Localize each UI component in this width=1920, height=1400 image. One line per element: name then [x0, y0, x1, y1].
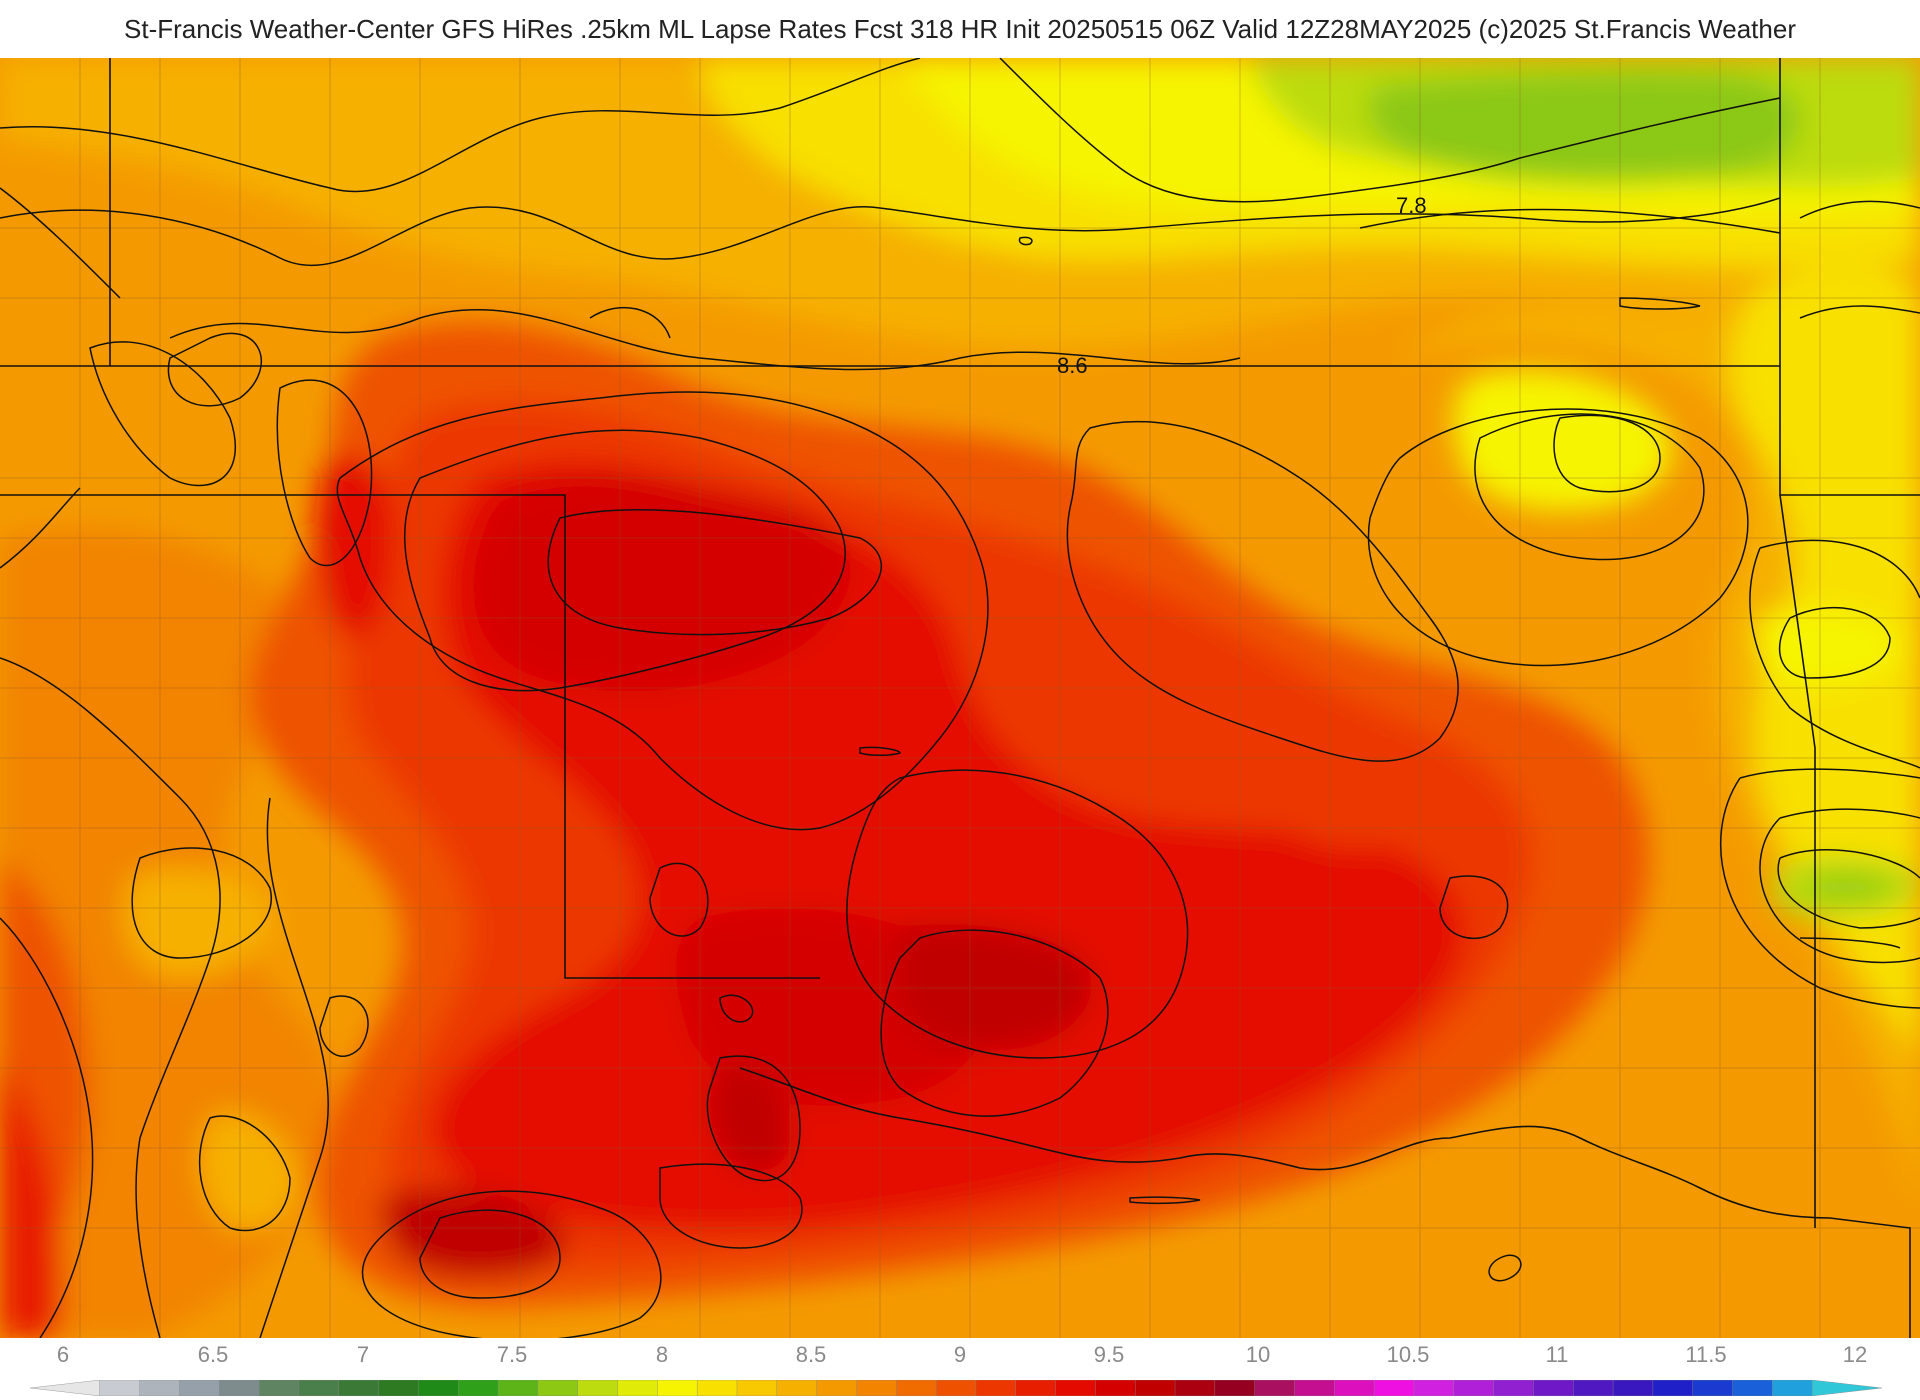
color-swatch [99, 1380, 141, 1396]
color-swatch [378, 1380, 420, 1396]
legend-tick: 11.5 [1685, 1342, 1727, 1367]
legend-tick: 11 [1545, 1342, 1569, 1367]
color-swatch [1174, 1380, 1216, 1396]
legend-tick: 7.5 [496, 1342, 528, 1367]
color-swatch [1373, 1380, 1415, 1396]
color-swatch [856, 1380, 898, 1396]
color-swatch [617, 1380, 659, 1396]
color-swatch [1294, 1380, 1336, 1396]
lapse-rate-map: 7.8 8.6 [0, 58, 1920, 1338]
color-swatch [1612, 1380, 1654, 1396]
color-swatch [736, 1380, 778, 1396]
legend-tick: 6 [56, 1342, 70, 1367]
color-swatch [1811, 1380, 1882, 1396]
legend-tick: 7 [356, 1342, 370, 1367]
legend-tick: 9 [953, 1342, 967, 1367]
color-swatch [1015, 1380, 1057, 1396]
color-swatch [1732, 1380, 1774, 1396]
legend-tick: 9.5 [1093, 1342, 1125, 1367]
map-title: St-Francis Weather-Center GFS HiRes .25k… [124, 13, 1796, 44]
color-swatch [935, 1380, 977, 1396]
color-swatch [1573, 1380, 1614, 1396]
contour-label-8-6: 8.6 [1057, 353, 1088, 378]
color-swatch [577, 1380, 619, 1396]
color-swatch [418, 1380, 460, 1396]
color-swatch [219, 1380, 260, 1396]
color-swatch [338, 1380, 380, 1396]
color-swatch [139, 1380, 181, 1396]
color-swatch [975, 1380, 1017, 1396]
legend-tick: 10.5 [1386, 1342, 1430, 1367]
color-swatch [1772, 1380, 1813, 1396]
color-swatch [1533, 1380, 1575, 1396]
color-swatch [816, 1380, 858, 1396]
color-swatch [298, 1380, 340, 1396]
color-swatch [1134, 1380, 1176, 1396]
lapse-rate-fill [0, 58, 1920, 1338]
color-swatch [1055, 1380, 1097, 1396]
color-swatch [1453, 1380, 1495, 1396]
color-swatch [179, 1380, 221, 1396]
legend-tick: 12 [1842, 1342, 1868, 1367]
legend-tick: 8 [655, 1342, 669, 1367]
color-swatch [258, 1380, 300, 1396]
color-swatch [1652, 1380, 1694, 1396]
color-scale-bar [30, 1380, 1882, 1396]
color-swatch [497, 1380, 539, 1396]
color-swatch [1334, 1380, 1375, 1396]
color-swatch [1493, 1380, 1535, 1396]
color-swatch [1214, 1380, 1256, 1396]
color-swatch [696, 1380, 738, 1396]
color-swatch [458, 1380, 499, 1396]
color-swatch [657, 1380, 698, 1396]
color-swatch [1254, 1380, 1296, 1396]
county-boundaries [0, 58, 1920, 1338]
state-boundaries [0, 58, 1920, 1338]
lapse-rate-contours [0, 58, 1920, 1338]
legend-tick: 10 [1245, 1342, 1271, 1367]
color-swatch [30, 1380, 101, 1396]
color-swatch [896, 1380, 937, 1396]
color-legend: 6 6.5 7 7.5 8 8.5 9 9.5 10 10.5 11 11.5 … [0, 1338, 1920, 1400]
color-swatch [1692, 1380, 1734, 1396]
color-swatch [776, 1380, 818, 1396]
color-swatch [1413, 1380, 1455, 1396]
contour-label-7-8: 7.8 [1396, 193, 1427, 218]
legend-tick: 6.5 [197, 1342, 229, 1367]
color-swatch [537, 1380, 579, 1396]
legend-tick: 8.5 [795, 1342, 827, 1367]
color-swatch [1095, 1380, 1137, 1396]
